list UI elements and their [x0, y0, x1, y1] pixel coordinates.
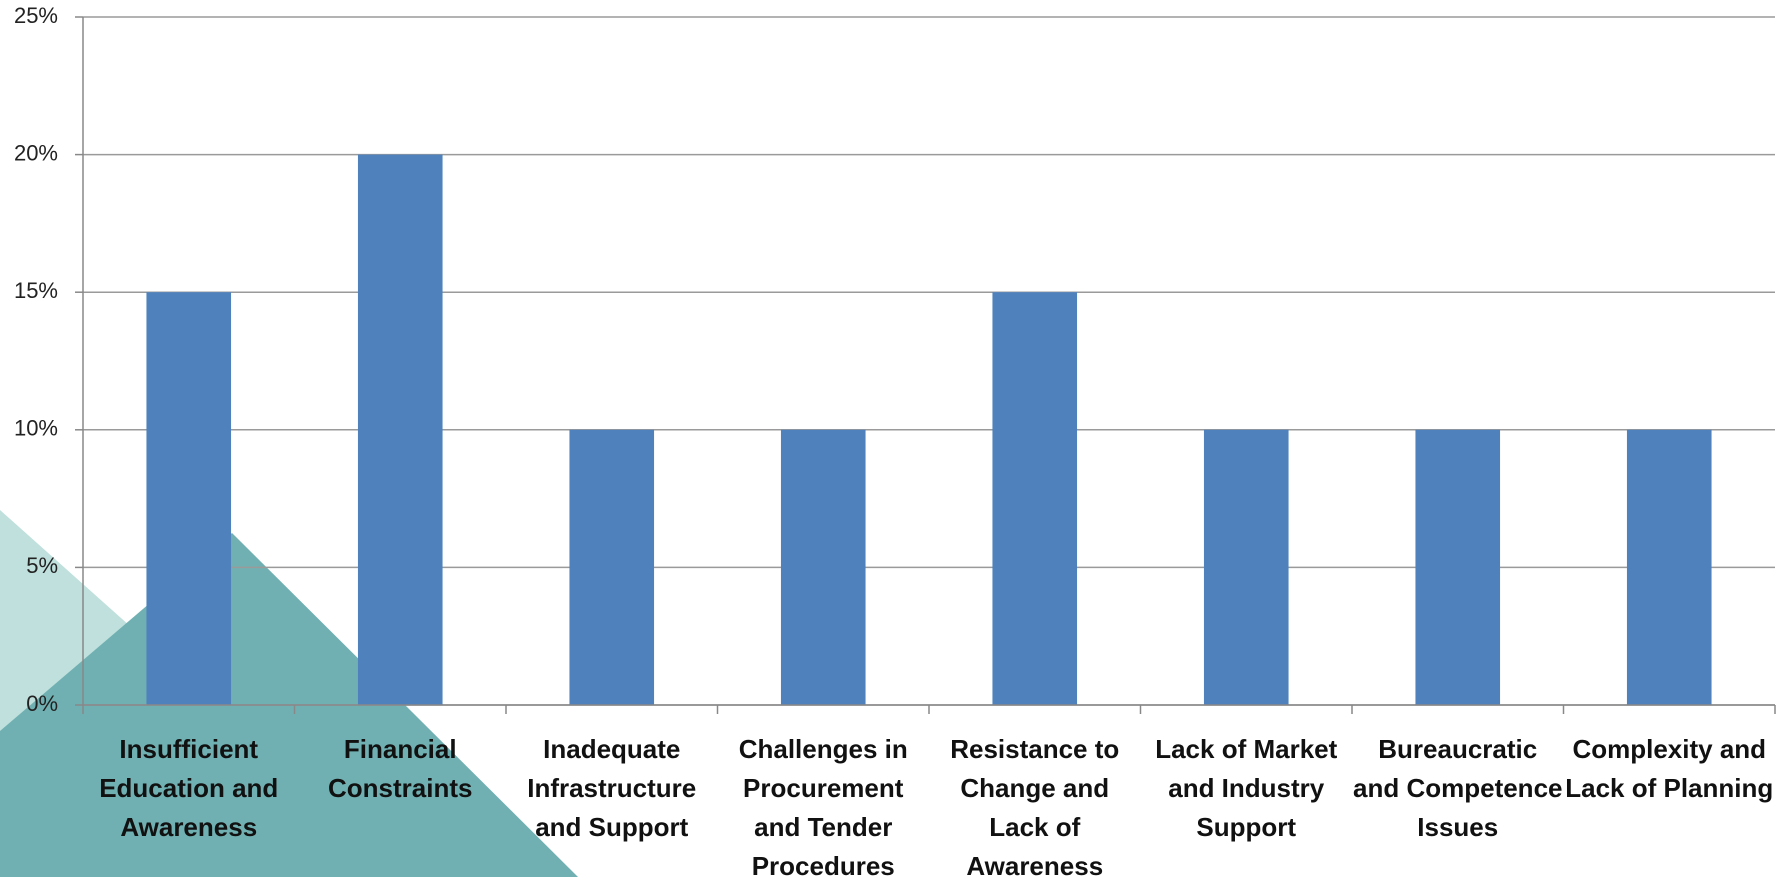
x-tick-label: Inadequate Infrastructure and Support	[527, 734, 697, 842]
y-tick-label: 20%	[14, 140, 58, 165]
x-tick-label: Insufficient Education and Awareness	[99, 734, 279, 842]
bar	[1626, 429, 1712, 705]
x-tick-label: Resistance to Change and Lack of Awarene…	[950, 734, 1120, 877]
bar	[569, 429, 655, 705]
bar	[146, 292, 232, 705]
x-tick-label: Bureaucratic and Competence Issues	[1353, 734, 1563, 842]
bar	[357, 154, 443, 706]
y-tick-label: 15%	[14, 278, 58, 303]
bar	[992, 292, 1078, 705]
decoration	[0, 510, 140, 740]
x-tick-label: Challenges in Procurement and Tender Pro…	[738, 734, 908, 877]
bar	[780, 429, 866, 705]
y-tick-label: 5%	[26, 553, 58, 578]
x-tick-label: Financial Constraints	[328, 734, 473, 803]
x-tick-label: Lack of Market and Industry Support	[1155, 734, 1338, 842]
x-tick-label: Complexity and Lack of Planning	[1565, 734, 1774, 803]
bar	[1415, 429, 1501, 705]
y-tick-label: 25%	[14, 3, 58, 28]
y-tick-label: 0%	[26, 691, 58, 716]
bar	[1203, 429, 1289, 705]
y-tick-label: 10%	[14, 416, 58, 441]
